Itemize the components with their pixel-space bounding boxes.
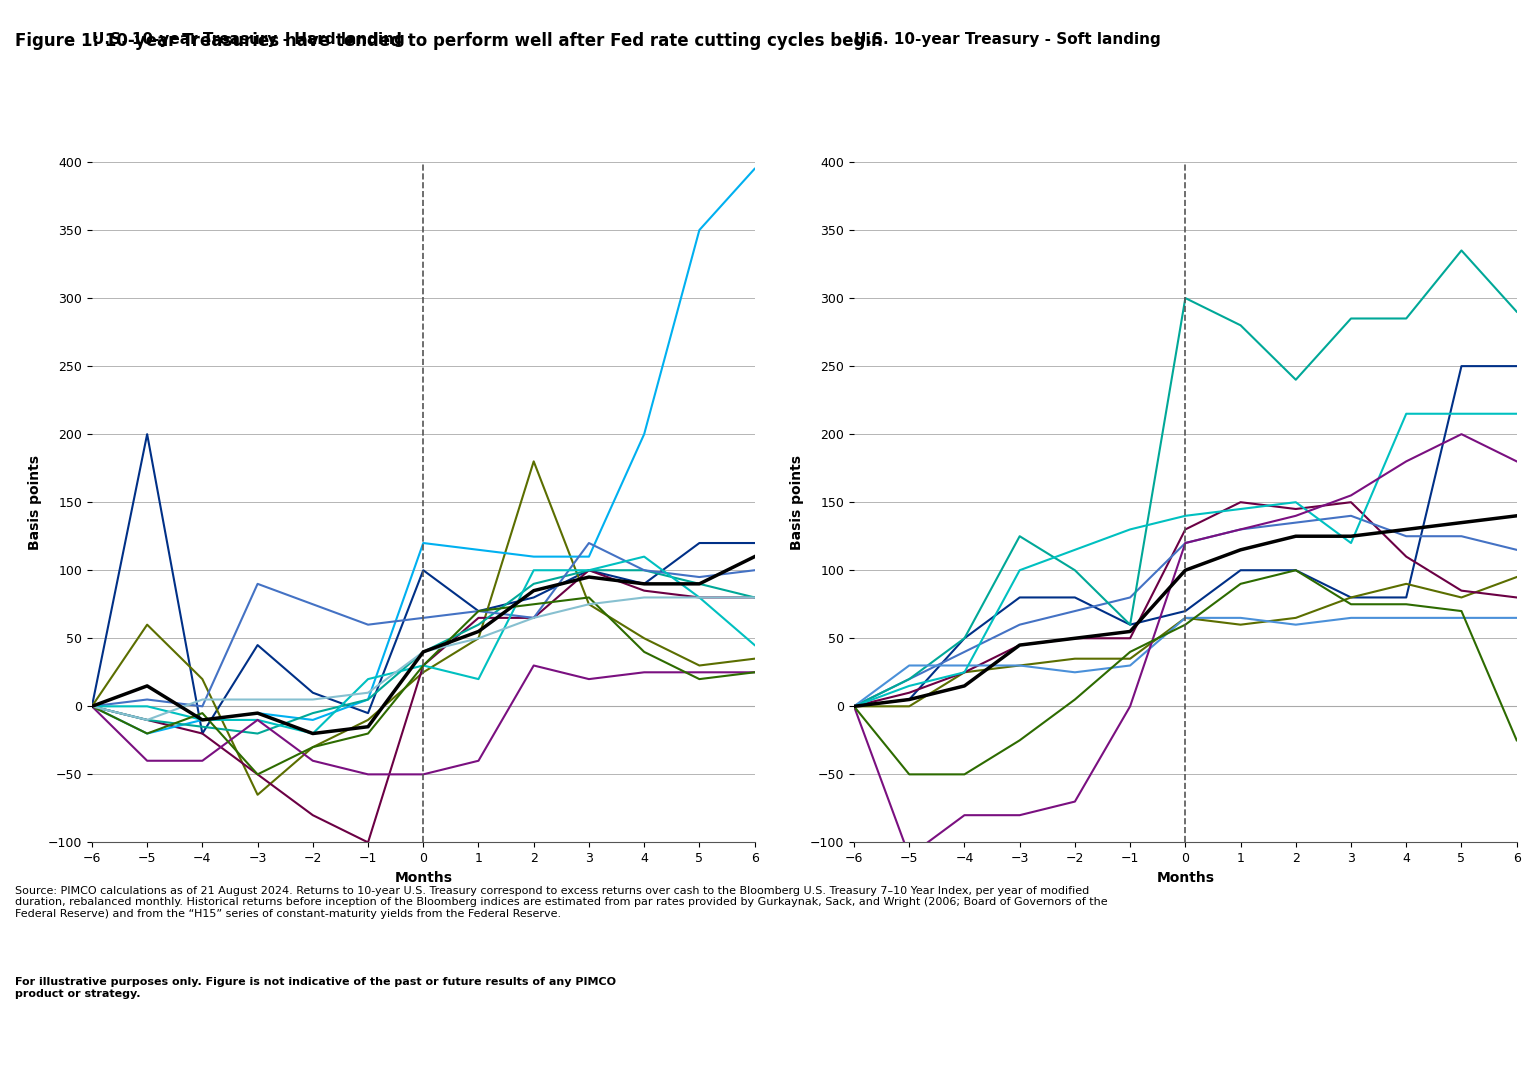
Text: Figure 1: 10-year Treasuries have tended to perform well after Fed rate cutting : Figure 1: 10-year Treasuries have tended… [15, 32, 882, 51]
X-axis label: Months: Months [1157, 870, 1215, 885]
Y-axis label: Basis points: Basis points [791, 455, 804, 550]
Text: U.S. 10-year Treasury - Hard landing: U.S. 10-year Treasury - Hard landing [92, 32, 404, 46]
Text: U.S. 10-year Treasury - Soft landing: U.S. 10-year Treasury - Soft landing [853, 32, 1161, 46]
Text: For illustrative purposes only. Figure is not indicative of the past or future r: For illustrative purposes only. Figure i… [15, 977, 616, 999]
X-axis label: Months: Months [394, 870, 452, 885]
Y-axis label: Basis points: Basis points [28, 455, 43, 550]
Text: Source: PIMCO calculations as of 21 August 2024. Returns to 10-year U.S. Treasur: Source: PIMCO calculations as of 21 Augu… [15, 886, 1108, 919]
